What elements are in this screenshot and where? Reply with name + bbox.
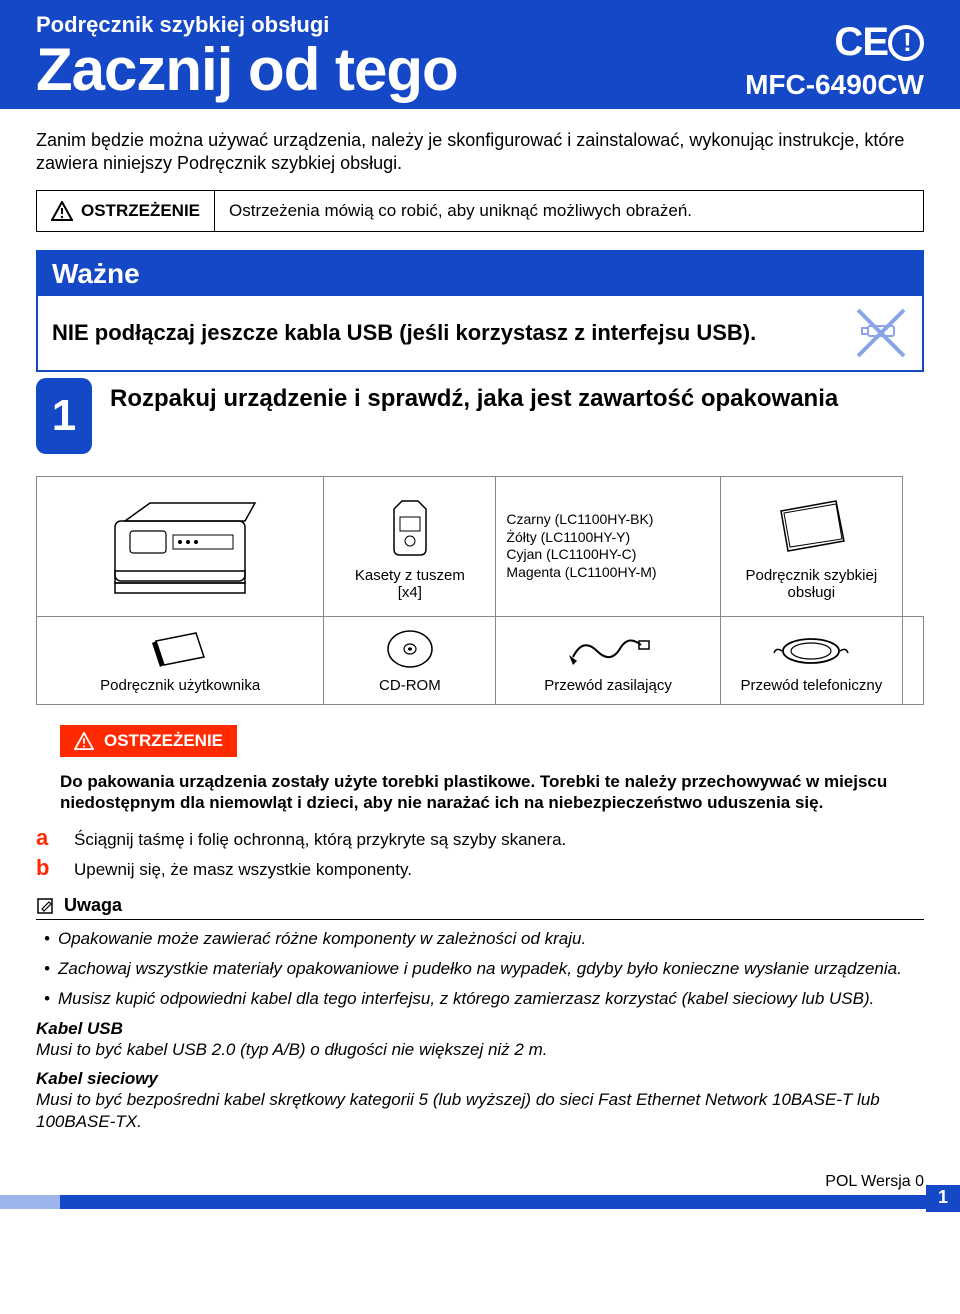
warning-banner-label: OSTRZEŻENIE [104,731,223,751]
userguide-cell: Podręcznik użytkownika [37,616,324,704]
note-bullets: Opakowanie może zawierać różne komponent… [36,928,924,1010]
userguide-caption: Podręcznik użytkownika [47,677,313,694]
important-header: Ważne [38,252,922,296]
step-b-text: Upewnij się, że masz wszystkie komponent… [74,860,412,880]
net-cable-heading: Kabel sieciowy [36,1069,924,1089]
step-a-text: Ściągnij taśmę i folię ochronną, którą p… [74,830,566,850]
empty-cell [902,616,923,704]
ink-list-cell: Czarny (LC1100HY-BK) Żółty (LC1100HY-Y) … [496,476,720,616]
phone-caption: Przewód telefoniczny [731,677,892,694]
intro-paragraph: Zanim będzie można używać urządzenia, na… [36,129,924,176]
cdrom-caption: CD-ROM [334,677,485,694]
step-title: Rozpakuj urządzenie i sprawdź, jaka jest… [110,378,838,414]
qsg-cell: Podręcznik szybkiej obsługi [720,476,902,616]
note-bullet: Opakowanie może zawierać różne komponent… [44,928,924,950]
no-usb-icon [854,306,908,360]
doc-title: Zacznij od tego [36,38,458,101]
warning-triangle-icon [74,732,94,750]
certification-marks: C E ! [745,20,924,65]
note-heading: Uwaga [36,895,924,920]
warning-paragraph: Do pakowania urządzenia zostały użyte to… [60,771,924,814]
warning-banner: OSTRZEŻENIE [60,725,237,757]
note-pencil-icon [36,896,56,916]
net-cable-body: Musi to być bezpośredni kabel skrętkowy … [36,1089,924,1133]
usb-cable-body: Musi to być kabel USB 2.0 (typ A/B) o dł… [36,1039,924,1061]
step-letter-a: a [36,825,58,851]
ink-cell: Kasety z tuszem [x4] [324,476,496,616]
step-1-row: 1 Rozpakuj urządzenie i sprawdź, jaka je… [36,378,924,454]
step-letter-b: b [36,855,58,881]
ce-mark-icon: E [862,20,886,65]
warning-definition-box: OSTRZEŻENIE Ostrzeżenia mówią co robić, … [36,190,924,232]
warning-label: OSTRZEŻENIE [81,201,200,221]
header: Podręcznik szybkiej obsługi Zacznij od t… [0,0,960,109]
exclamation-mark-icon: ! [888,25,924,61]
important-text: NIE podłączaj jeszcze kabla USB (jeśli k… [52,320,756,346]
cdrom-cell: CD-ROM [324,616,496,704]
model-number: MFC-6490CW [745,69,924,101]
warning-triangle-icon [51,201,73,221]
doc-subtitle: Podręcznik szybkiej obsługi [36,12,458,38]
contents-table: Kasety z tuszem [x4] Czarny (LC1100HY-BK… [36,476,924,705]
ce-mark-icon: C [834,20,860,65]
note-label: Uwaga [64,895,122,916]
step-number-badge: 1 [36,378,92,454]
step-a-row: a Ściągnij taśmę i folię ochronną, którą… [36,825,924,851]
footer-bar [60,1195,926,1209]
printer-cell [37,476,324,616]
page-number: 1 [926,1185,960,1212]
footer: POL Wersja 0 1 [0,1173,960,1212]
usb-cable-heading: Kabel USB [36,1019,924,1039]
note-bullet: Zachowaj wszystkie materiały opakowaniow… [44,958,924,980]
ink-list-text: Czarny (LC1100HY-BK) Żółty (LC1100HY-Y) … [506,511,709,581]
power-cell: Przewód zasilający [496,616,720,704]
ink-caption: Kasety z tuszem [x4] [334,567,485,601]
important-box: Ważne NIE podłączaj jeszcze kabla USB (j… [36,250,924,372]
warning-definition-text: Ostrzeżenia mówią co robić, aby uniknąć … [215,191,706,231]
step-b-row: b Upewnij się, że masz wszystkie kompone… [36,855,924,881]
qsg-caption: Podręcznik szybkiej obsługi [731,567,892,601]
footer-bar-light [0,1195,60,1209]
note-bullet: Musisz kupić odpowiedni kabel dla tego i… [44,988,924,1010]
phone-cell: Przewód telefoniczny [720,616,902,704]
power-caption: Przewód zasilający [506,677,709,694]
